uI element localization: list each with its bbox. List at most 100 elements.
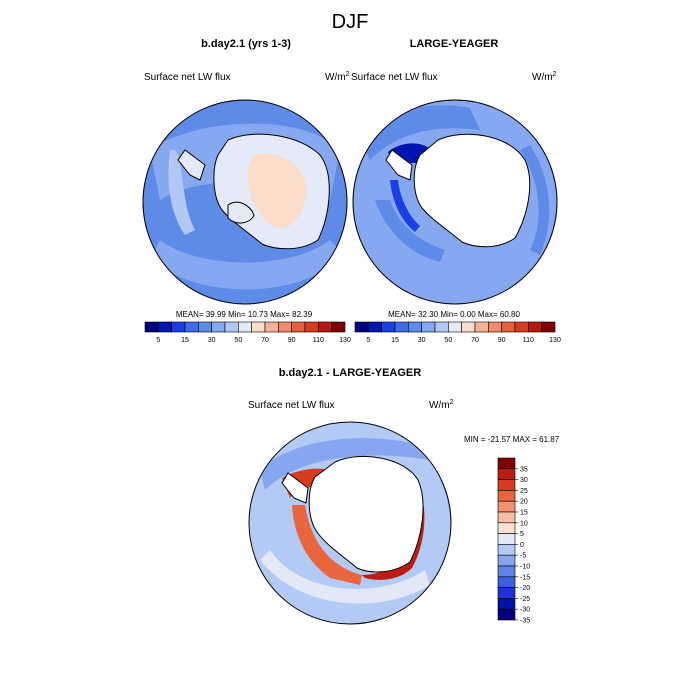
antarctic-peninsula [281,472,309,504]
colorbar-swatch [224,321,239,333]
colorbar-swatch [497,511,516,524]
colorbar-tick-label: 70 [471,337,479,344]
colorbar-tick-label: 0 [520,542,524,549]
colorbar-swatch [497,533,516,545]
colorbar-swatch [211,321,226,333]
colorbar-swatch [514,321,529,333]
antarctic-peninsula [385,149,413,181]
colorbar-tick-label: 90 [288,337,296,344]
colorbar-tick-label: -20 [520,585,530,592]
panel-title: b.day2.1 - LARGE-YEAGER [279,367,421,379]
stats-label: MIN = -21.57 MAX = 61.87 [464,435,560,444]
colorbar-tick-label: 130 [339,337,351,344]
field-contour-band [260,550,430,604]
colorbar-swatch [184,321,199,333]
colorbar-swatch [448,321,462,333]
colorbar-swatch [497,544,516,556]
colorbar-swatch [264,321,279,333]
panel-title: b.day2.1 (yrs 1-3) [201,38,291,50]
colorbar-tick-label: 5 [156,337,160,344]
field-contour-band [247,153,307,229]
antarctica-coastline [413,133,531,248]
field-contour-band [168,150,195,235]
figure-title: DJF [332,11,369,33]
colorbar-tick-label: 70 [261,337,269,344]
map-border [248,421,452,625]
colorbar-tick-label: -15 [520,574,530,581]
colorbar-swatch [251,321,266,333]
map-border [142,99,348,305]
colorbar-tick-label: 110 [523,337,534,344]
colorbar-swatch [497,598,516,610]
unit-base: W/m [532,72,553,83]
panel-model: b.day2.1 (yrs 1-3) Surface net LW flux W… [142,38,351,344]
colorbar-swatch [331,321,346,333]
colorbar-tick-label: 5 [520,531,524,538]
panel-observations: LARGE-YEAGER Surface net LW flux W/m2 ME… [351,38,561,344]
colorbar-swatch [497,468,516,480]
variable-label: Surface net LW flux [351,72,438,83]
colorbar-swatch [318,321,332,333]
map-field-model [143,100,347,304]
colorbar-swatch [497,500,516,513]
colorbar-swatch [497,522,516,534]
map-field-observations [353,100,557,304]
colorbar-swatch [497,554,516,567]
colorbar-swatch [461,321,476,333]
colorbar-swatch [497,565,516,578]
unit-label: W/m2 [532,71,557,83]
colorbar-swatch [497,479,516,491]
unit-base: W/m [429,400,450,411]
colorbar-tick-label: 15 [391,337,399,344]
unit-base: W/m [325,72,346,83]
colorbar-tick-label: 5 [366,337,370,344]
colorbar-tick-label: 35 [520,466,528,473]
colorbar-difference: 35 30 25 20 15 10 5 0 -5 -10 -15 -20 -25 -30 -35 [497,457,530,625]
colorbar-swatch [528,321,542,333]
colorbar-tick-label: 50 [444,337,452,344]
colorbar-swatch [434,321,449,333]
colorbar-swatch [497,587,516,599]
field-contour-band [390,180,420,232]
colorbar-tick-label: 110 [313,337,324,344]
colorbar-tick-label: 15 [181,337,189,344]
field-contour-band [375,200,445,262]
unit-label: W/m2 [429,399,454,411]
colorbar-swatch [171,321,186,333]
ice-shelf-outline [227,201,255,224]
colorbar-swatch [421,321,436,333]
colorbar-tick-label: -5 [520,553,526,560]
variable-label: Surface net LW flux [144,72,231,83]
colorbar-swatch [488,321,502,333]
colorbar-tick-label: 30 [520,477,528,484]
antarctic-peninsula [177,149,206,181]
map-border [352,99,558,305]
colorbar-swatch [158,321,172,333]
colorbar-tick-label: -10 [520,564,530,571]
stats-label: MEAN= 39.99 Min= 10.73 Max= 82.39 [176,310,313,319]
colorbar-tick-label: 25 [520,488,528,495]
colorbar-tick-label: 50 [234,337,242,344]
colorbar-swatch [497,608,516,621]
colorbar-swatch [198,321,212,333]
colorbar-swatch [291,321,306,333]
colorbar-swatch [304,321,319,333]
colorbar-tick-label: 130 [549,337,561,344]
colorbar-swatch [501,321,516,333]
colorbar-tick-label: 10 [520,520,528,527]
antarctica-coastline [308,455,424,573]
panel-title: LARGE-YEAGER [410,38,499,50]
colorbar-swatch [497,457,516,470]
colorbar-swatch [238,321,252,333]
field-contour-band [292,505,362,585]
colorbar-tick-label: 20 [520,499,528,506]
stats-label: MEAN= 32.30 Min= 0.00 Max= 60.80 [388,310,520,319]
panel-difference: b.day2.1 - LARGE-YEAGER Surface net LW f… [248,367,560,625]
colorbar-swatch [394,321,409,333]
colorbar-swatch [368,321,382,333]
colorbar-swatch [497,576,516,588]
colorbar-swatch [144,321,159,333]
colorbar-tick-label: 90 [498,337,506,344]
